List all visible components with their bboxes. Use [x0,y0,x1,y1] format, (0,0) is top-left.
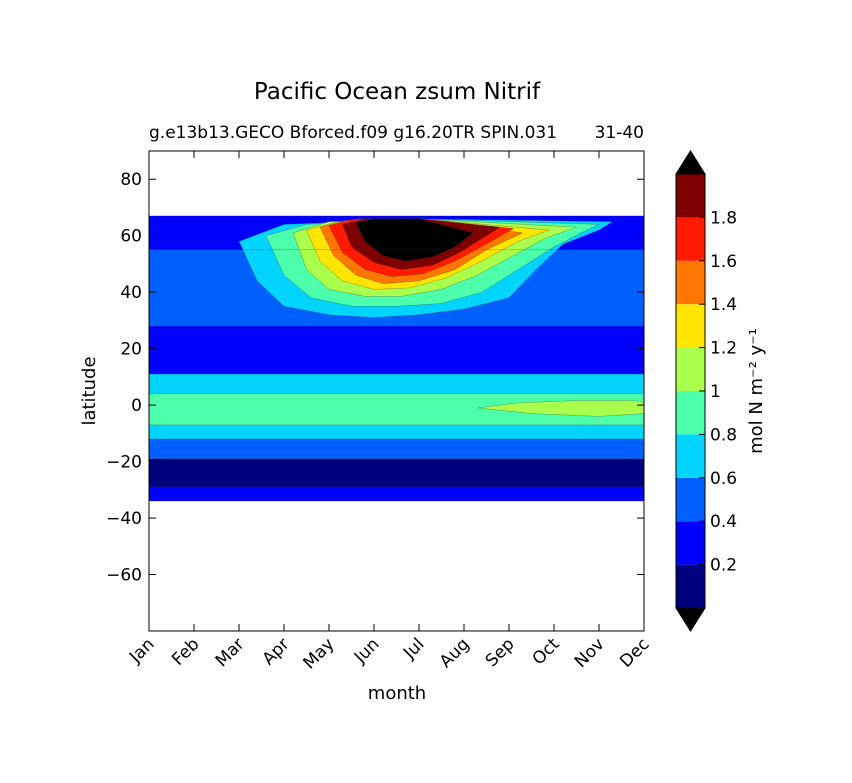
data-band [149,326,644,375]
y-tick-label: 20 [120,340,142,360]
chart-title: Pacific Ocean zsum Nitrif [254,79,541,105]
contour-region [355,218,474,262]
y-tick-label: 80 [120,170,142,190]
data-band [149,487,644,502]
y-tick-label: 60 [120,227,142,247]
x-tick-label: Feb [168,634,203,669]
colorbar-swatch [676,434,705,478]
data-band [149,424,644,439]
colorbar-swatch [676,217,705,261]
x-tick-label: Jan [125,634,158,667]
colorbar-swatch [676,304,705,348]
colorbar-swatch [676,564,705,608]
colorbar-over-arrow [675,150,706,175]
x-axis-label: month [368,683,426,704]
chart-subtitle: g.e13b13.GECO Bforced.f09 g16.20TR SPIN.… [149,123,557,143]
x-tick-label: Mar [212,634,249,671]
colorbar-label: mol N m⁻² y⁻¹ [746,328,767,454]
x-tick-label: Jun [350,634,384,668]
data-band [149,458,644,487]
x-tick-label: Oct [529,634,564,669]
x-tick-label: Nov [571,634,609,672]
x-tick-label: Sep [482,634,519,671]
y-tick-label: −40 [106,509,142,529]
colorbar-swatch [676,347,705,391]
colorbar-swatch [676,260,705,305]
plot-frame [148,150,645,632]
chart-subtitle-right: 31-40 [595,123,644,143]
y-tick-label: −60 [106,566,142,586]
y-axis-label: latitude [79,356,100,425]
colorbar-tick-label: 0.8 [710,425,737,445]
colorbar-swatch [676,174,705,218]
data-band [149,439,644,459]
x-tick-label: Jul [399,634,428,663]
colorbar-swatch [676,477,705,522]
y-axis: 80 60 40 20 0 −20 −40 −60 [106,170,644,586]
x-tick-label: Dec [616,634,653,671]
colorbar-tick-label: 1.8 [710,208,737,228]
data-band [149,374,644,394]
y-tick-label: −20 [106,453,142,473]
y-tick-label: 0 [131,396,142,416]
x-tick-label: Apr [259,634,294,669]
y-tick-label: 40 [120,283,142,303]
colorbar-tick-label: 0.2 [710,556,737,576]
colorbar-tick-label: 0.6 [710,469,737,489]
contour-region [477,400,644,417]
colorbar-under-arrow [675,607,706,632]
x-tick-label: Aug [436,634,474,672]
colorbar-tick-label: 1.6 [710,252,737,272]
x-tick-label: May [300,634,339,673]
colorbar: 0.2 0.4 0.6 0.8 1 1.2 1.4 1.6 1.8 [675,150,737,632]
colorbar-tick-label: 1 [710,382,721,402]
plot-area [149,151,644,631]
colorbar-swatch [676,391,705,435]
colorbar-tick-label: 1.4 [710,295,737,315]
colorbar-swatch [676,521,705,565]
colorbar-tick-label: 1.2 [710,339,737,359]
colorbar-tick-label: 0.4 [710,512,737,532]
